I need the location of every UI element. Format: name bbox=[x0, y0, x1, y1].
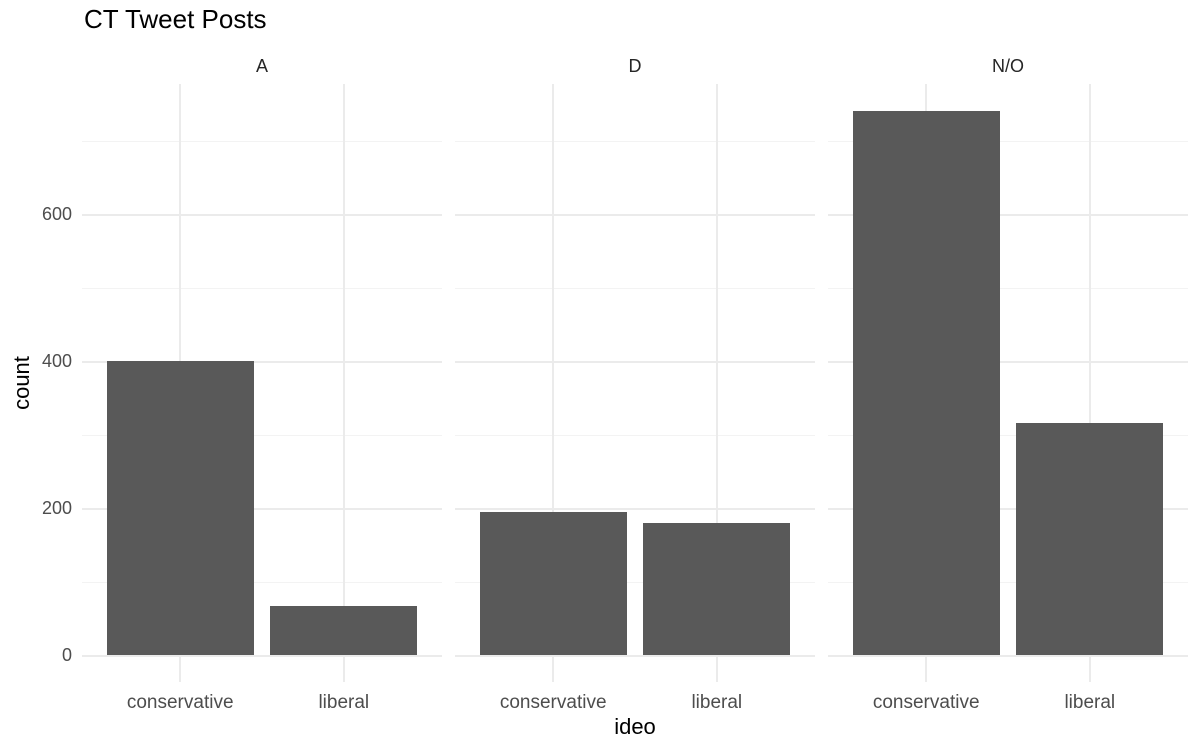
x-axis-title: ideo bbox=[614, 714, 656, 739]
gridline-minor bbox=[82, 434, 442, 436]
gridline-minor bbox=[82, 287, 442, 289]
x-tick-label-d-liberal: liberal bbox=[691, 692, 743, 713]
gridline-minor bbox=[828, 434, 1188, 436]
gridline-minor bbox=[828, 581, 1188, 583]
gridline-major bbox=[455, 508, 815, 510]
bar-a-conservative bbox=[106, 361, 254, 655]
gridline-major bbox=[828, 361, 1188, 363]
gridline-major bbox=[82, 508, 442, 510]
gridline-major bbox=[455, 214, 815, 216]
gridline-minor bbox=[828, 287, 1188, 289]
gridline-major bbox=[828, 214, 1188, 216]
gridline-minor bbox=[455, 287, 815, 289]
gridline-minor bbox=[82, 140, 442, 142]
gridline-minor bbox=[455, 140, 815, 142]
gridline-minor bbox=[455, 581, 815, 583]
gridline-major bbox=[455, 361, 815, 363]
gridline-major bbox=[828, 508, 1188, 510]
bar-n-o-conservative bbox=[852, 111, 1000, 655]
gridline-vertical bbox=[343, 84, 345, 682]
gridline-major bbox=[82, 214, 442, 216]
bar-d-liberal bbox=[643, 522, 791, 655]
x-tick-label-n-o-conservative: conservative bbox=[872, 692, 980, 713]
x-tick-label-d-conservative: conservative bbox=[499, 692, 607, 713]
chart-title: CT Tweet Posts bbox=[84, 4, 267, 34]
x-tick-label-n-o-liberal: liberal bbox=[1064, 692, 1116, 713]
gridline-minor bbox=[455, 434, 815, 436]
x-tick-label-a-liberal: liberal bbox=[318, 692, 370, 713]
facet-strip-label-a: A bbox=[255, 56, 268, 76]
y-tick-label-200: 200 bbox=[41, 498, 72, 518]
gridline-minor bbox=[82, 581, 442, 583]
y-tick-label-400: 400 bbox=[41, 351, 72, 371]
gridline-vertical bbox=[552, 84, 554, 682]
bar-a-liberal bbox=[270, 605, 418, 655]
gridline-major bbox=[82, 655, 442, 657]
facet-panel-n-o bbox=[828, 84, 1188, 682]
gridline-minor bbox=[828, 140, 1188, 142]
facet-panel-d bbox=[455, 84, 815, 682]
bar-d-conservative bbox=[479, 511, 627, 655]
bar-n-o-liberal bbox=[1016, 422, 1164, 655]
gridline-major bbox=[82, 361, 442, 363]
y-tick-label-0: 0 bbox=[61, 645, 72, 665]
facet-strip-label-n-o: N/O bbox=[991, 56, 1024, 76]
gridline-vertical bbox=[716, 84, 718, 682]
gridline-vertical bbox=[1089, 84, 1091, 682]
y-tick-label-600: 600 bbox=[41, 204, 72, 224]
facet-strip-label-d: D bbox=[628, 56, 642, 76]
gridline-major bbox=[828, 655, 1188, 657]
facet-panel-a bbox=[82, 84, 442, 682]
x-tick-label-a-conservative: conservative bbox=[126, 692, 234, 713]
gridline-major bbox=[455, 655, 815, 657]
